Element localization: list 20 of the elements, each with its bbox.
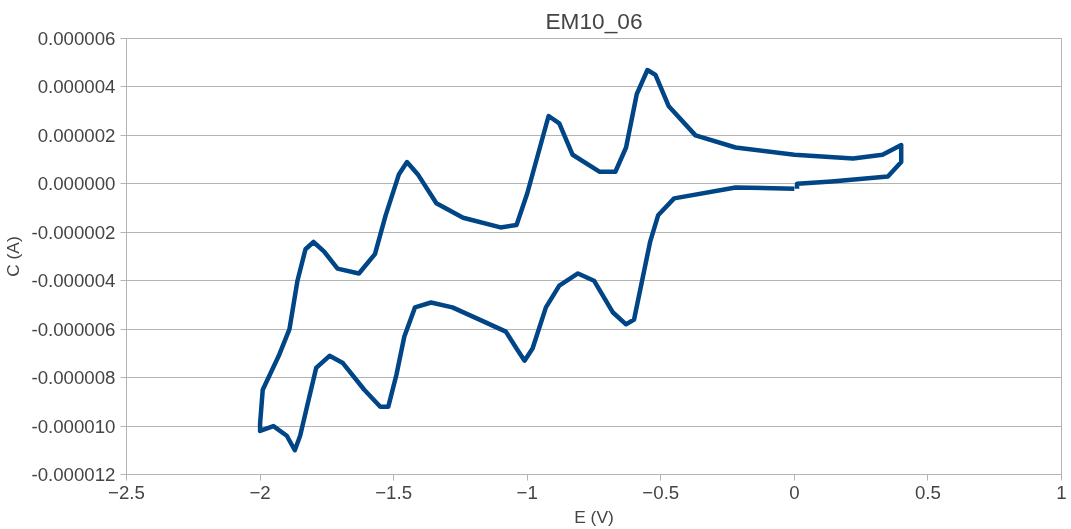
x-tick-label: −1.5 [375,481,413,503]
y-tick-label: -0.000004 [31,270,116,292]
x-tick-label: −0.5 [642,481,680,503]
x-tick-label: −2 [249,481,271,503]
x-tick-label: −1 [516,481,538,503]
y-tick-label: -0.000010 [31,415,116,437]
y-tick-label: 0.000002 [37,124,116,146]
y-tick-label: 0.000000 [37,173,116,195]
y-tick-label: -0.000002 [31,221,116,243]
x-tick-label: 0 [789,481,800,503]
y-axis-title: C (A) [3,236,24,277]
y-tick-label: 0.000006 [37,28,116,49]
x-axis-title: E (V) [574,506,614,527]
y-tick-label: -0.000008 [31,367,116,389]
y-tick-label: 0.000004 [37,76,116,98]
y-tick-label: -0.000006 [31,318,116,340]
chart-title: EM10_06 [545,7,643,34]
x-tick-label: 0.5 [914,481,941,503]
x-tick-label: 1 [1056,481,1067,503]
line-series [257,67,904,453]
